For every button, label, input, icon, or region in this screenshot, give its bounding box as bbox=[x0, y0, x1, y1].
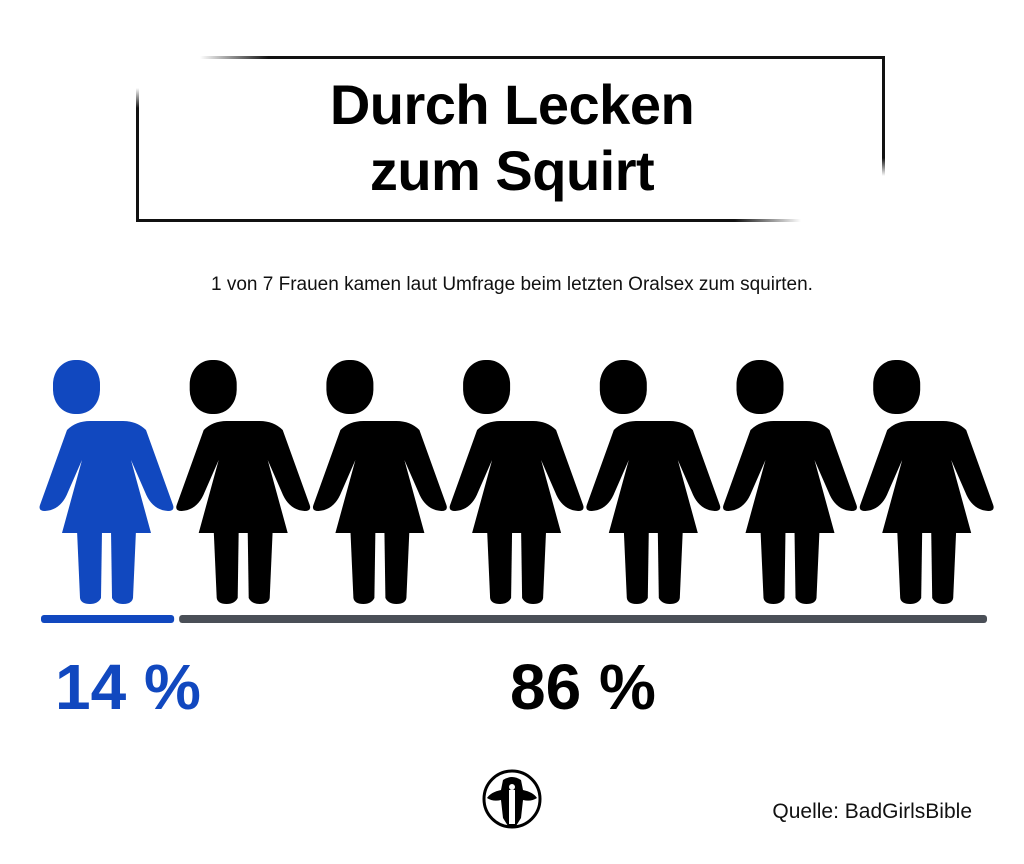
title-frame-right bbox=[882, 56, 885, 176]
title-frame-bottom bbox=[136, 219, 801, 222]
bar-other bbox=[179, 615, 988, 623]
woman-icon-highlighted bbox=[39, 360, 174, 604]
title-line-2: zum Squirt bbox=[369, 139, 655, 202]
page-title: Durch Lecken zum Squirt bbox=[137, 72, 887, 204]
woman-icon bbox=[859, 360, 994, 604]
woman-icon bbox=[723, 360, 857, 604]
logo-icon bbox=[482, 769, 542, 829]
title-line-1: Durch Lecken bbox=[329, 73, 695, 136]
title-frame-left bbox=[136, 88, 139, 222]
source-credit: Quelle: BadGirlsBible bbox=[772, 800, 972, 823]
bar-highlight bbox=[41, 615, 175, 623]
title-frame-top bbox=[200, 56, 885, 59]
woman-icon bbox=[449, 360, 584, 604]
subtitle: 1 von 7 Frauen kamen laut Umfrage beim l… bbox=[211, 274, 813, 295]
woman-icon bbox=[312, 360, 447, 604]
woman-icon bbox=[176, 360, 311, 604]
label-highlight-percent: 14 % bbox=[55, 651, 201, 723]
label-other-percent: 86 % bbox=[510, 651, 656, 723]
woman-icon bbox=[586, 360, 721, 604]
